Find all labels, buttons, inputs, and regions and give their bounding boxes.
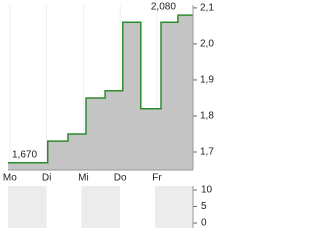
chart: Mo Di Mi Do Fr 1,7 1,8 1,9 2,0 2,1 0 5 10 1,670 2,080 <box>3 2 214 229</box>
volume-band <box>81 186 121 228</box>
y-tick-label: 1,8 <box>200 111 214 122</box>
price-line <box>8 14 193 164</box>
y-tick-label: 2,0 <box>200 39 214 50</box>
x-tick-label: Mo <box>3 173 17 184</box>
volume-band <box>8 186 47 228</box>
volume-tick-label: 10 <box>201 185 213 196</box>
x-tick-label: Mi <box>78 173 89 184</box>
volume-tick-label: 0 <box>201 218 207 229</box>
volume-tick-label: 5 <box>201 201 207 212</box>
x-tick-label: Do <box>114 173 127 184</box>
y-tick-label: 1,9 <box>200 75 214 86</box>
area <box>8 15 193 170</box>
y-tick-label: 1,7 <box>200 147 214 158</box>
volume-band <box>154 186 193 228</box>
y-tick-label: 2,1 <box>200 3 214 14</box>
annotation: 2,080 <box>151 2 176 13</box>
annotation: 1,670 <box>12 149 37 160</box>
x-tick-label: Fr <box>152 173 162 184</box>
x-tick-label: Di <box>42 173 51 184</box>
